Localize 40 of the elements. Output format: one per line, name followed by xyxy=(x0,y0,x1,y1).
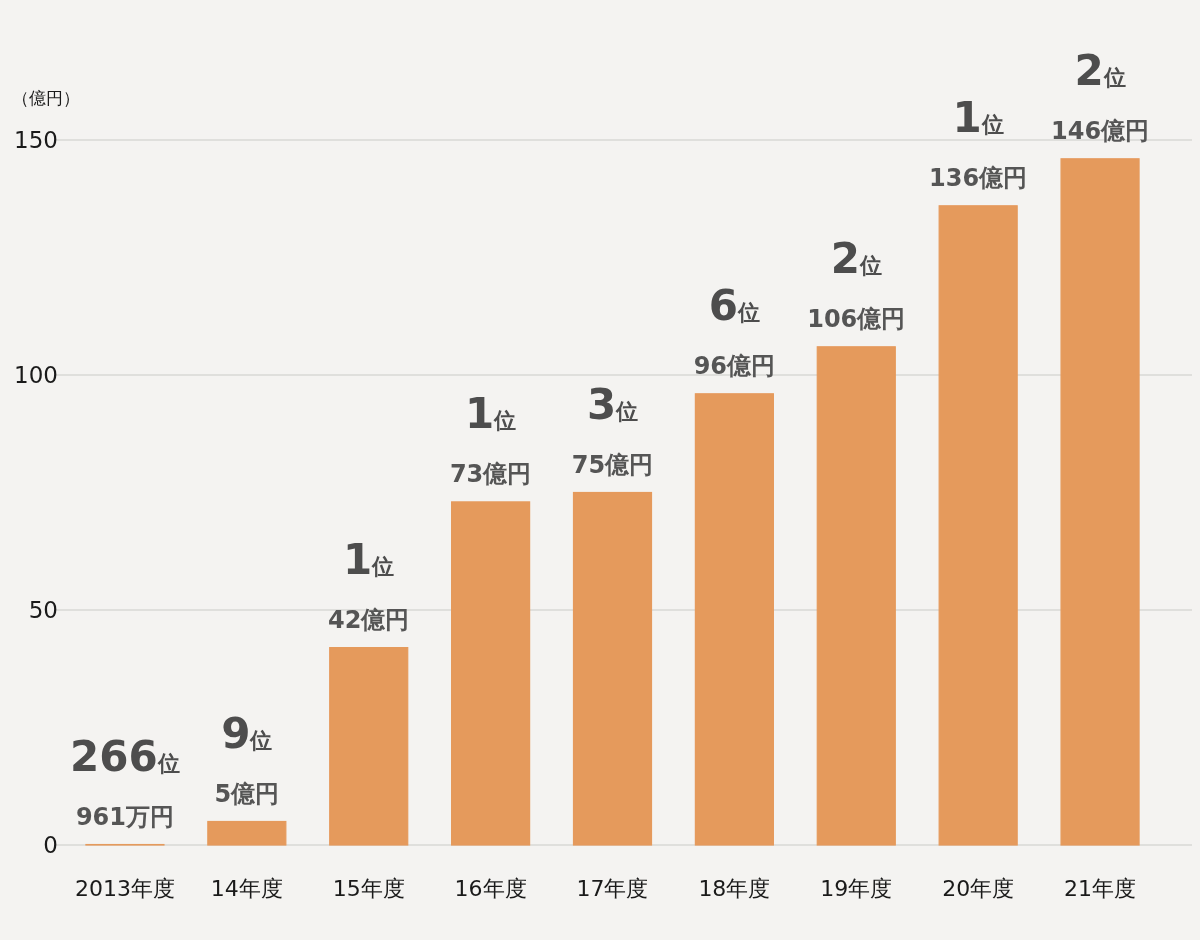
y-axis-title: （億円） xyxy=(12,88,80,108)
annotation: 3位 xyxy=(586,379,639,429)
y-tick-label: 0 xyxy=(43,832,58,858)
bar xyxy=(816,346,896,846)
x-tick-label: 18年度 xyxy=(698,876,771,901)
data-label: 106億円 xyxy=(807,304,906,333)
bar xyxy=(451,501,531,846)
annotation: 1位 xyxy=(343,534,395,584)
x-tick-label: 15年度 xyxy=(332,876,405,901)
annotation: 1位 xyxy=(464,388,517,438)
annotation: 2位 xyxy=(1074,45,1126,95)
data-label: 146億円 xyxy=(1051,116,1150,145)
annotation: 6位 xyxy=(708,280,761,330)
y-tick-label: 50 xyxy=(28,597,58,623)
bar xyxy=(329,647,409,846)
data-label: 73億円 xyxy=(449,459,532,488)
y-tick-label: 100 xyxy=(14,362,58,388)
data-label: 96億円 xyxy=(693,351,776,380)
data-label: 5億円 xyxy=(214,779,280,808)
data-label: 42億円 xyxy=(328,605,410,634)
x-tick-label: 20年度 xyxy=(942,876,1015,901)
x-tick-label: 16年度 xyxy=(454,876,527,901)
annotation: 1位 xyxy=(952,92,1004,142)
annotation: 266位 xyxy=(70,731,180,781)
bar xyxy=(1060,158,1140,846)
y-tick-label: 150 xyxy=(14,127,58,153)
bar xyxy=(207,820,287,846)
x-tick-label: 17年度 xyxy=(576,876,649,901)
data-label: 136億円 xyxy=(929,163,1028,192)
bar xyxy=(694,393,774,846)
data-label: 75億円 xyxy=(571,450,654,479)
bar xyxy=(938,205,1018,846)
annotation: 961万円 xyxy=(75,802,174,831)
x-tick-label: 21年度 xyxy=(1064,876,1137,901)
x-tick-label: 2013年度 xyxy=(74,876,175,901)
bar xyxy=(572,491,653,846)
x-tick-label: 14年度 xyxy=(210,876,283,901)
annotation: 2位 xyxy=(830,233,882,283)
annotation: 9位 xyxy=(221,708,273,758)
x-tick-label: 19年度 xyxy=(820,876,893,901)
